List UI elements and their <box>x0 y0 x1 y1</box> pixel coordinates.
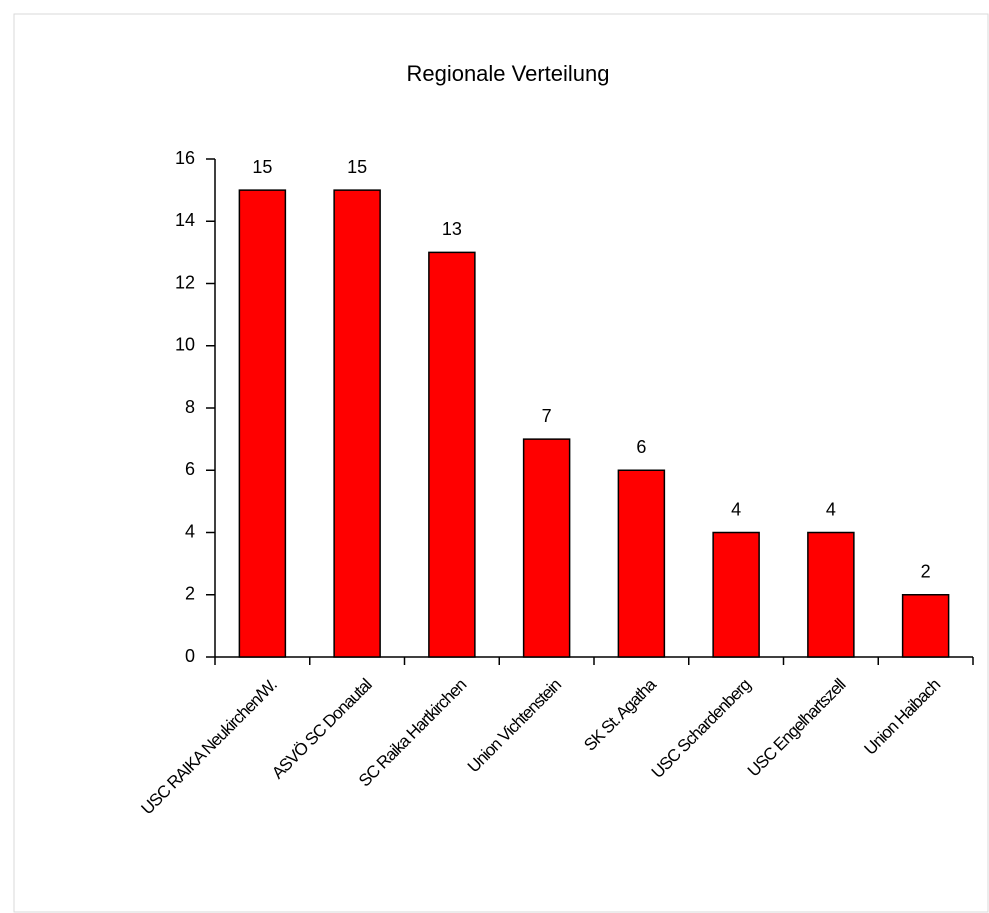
data-label: 4 <box>826 499 836 519</box>
bar <box>901 594 950 658</box>
bar <box>333 189 381 658</box>
data-label: 7 <box>542 406 552 426</box>
data-label: 15 <box>347 157 367 177</box>
y-tick-label: 12 <box>175 272 195 292</box>
chart-border <box>13 13 989 913</box>
bar <box>712 531 760 658</box>
data-label: 13 <box>442 219 462 239</box>
y-tick-label: 6 <box>185 459 195 479</box>
data-label: 15 <box>252 157 272 177</box>
y-tick-label: 16 <box>175 148 195 168</box>
chart-title: Regionale Verteilung <box>406 61 609 86</box>
data-label: 2 <box>921 562 931 582</box>
y-tick-label: 0 <box>185 646 195 666</box>
bar <box>617 469 666 658</box>
data-label: 4 <box>731 499 741 519</box>
y-tick-label: 4 <box>185 521 195 541</box>
y-tick-label: 14 <box>175 210 195 230</box>
data-label: 6 <box>636 437 646 457</box>
bar <box>238 189 287 658</box>
bar <box>428 251 476 658</box>
y-tick-label: 10 <box>175 335 195 355</box>
bar <box>807 531 855 658</box>
bar <box>522 438 571 658</box>
y-tick-label: 8 <box>185 397 195 417</box>
y-tick-label: 2 <box>185 584 195 604</box>
